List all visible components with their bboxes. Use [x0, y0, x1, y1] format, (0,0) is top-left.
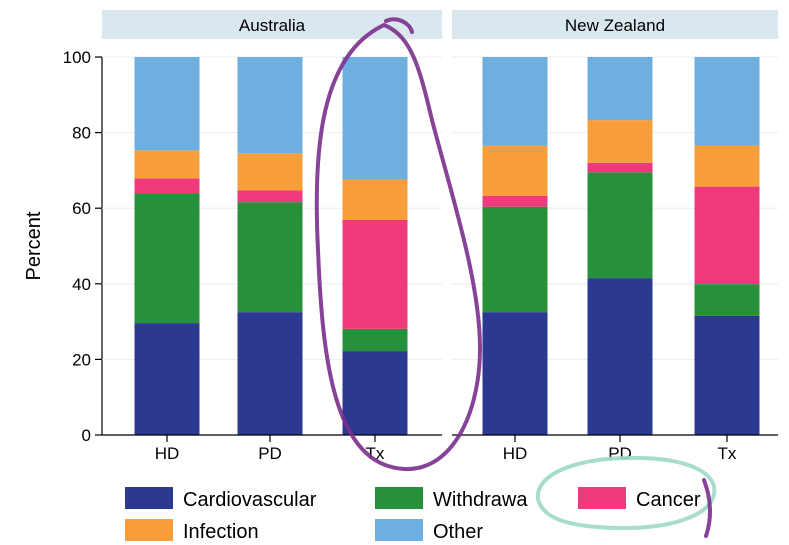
y-axis-label: Percent: [23, 211, 45, 280]
legend-swatch: [125, 519, 173, 541]
legend-swatch: [578, 487, 626, 509]
bar-segment-withdrawal: [237, 202, 303, 313]
panel-title: New Zealand: [565, 16, 665, 35]
bar-segment-withdrawal: [134, 193, 200, 324]
bar-segment-other: [134, 57, 200, 151]
panels-layer: 0 20 40 60 80 100 Percent Australia HD PD Tx New Ze…: [23, 10, 778, 463]
legend-item: Other: [375, 519, 483, 543]
bar-segment-cancer: [482, 195, 548, 207]
legend-label: Cancer: [636, 489, 701, 511]
legend-swatch: [125, 487, 173, 509]
bar-segment-infection: [694, 145, 760, 187]
legend-swatch: [375, 519, 423, 541]
bar-segment-cancer: [134, 178, 200, 194]
legend-item: Withdrawa: [375, 487, 528, 511]
y-tick-label: 100: [63, 48, 91, 67]
bar-segment-cardiovascular: [694, 315, 760, 435]
bar-segment-cancer: [587, 162, 653, 173]
panel-title: Australia: [239, 16, 306, 35]
legend-swatch: [375, 487, 423, 509]
y-tick-label: 80: [72, 124, 91, 143]
bar-segment-other: [694, 57, 760, 146]
bar-segment-withdrawal: [482, 206, 548, 313]
legend-item: Cancer: [578, 487, 701, 511]
x-tick-label: Tx: [718, 444, 737, 463]
bar-segment-withdrawal: [587, 172, 653, 279]
bar-segment-cancer: [237, 190, 303, 203]
x-tick-label: PD: [258, 444, 282, 463]
bar-segment-other: [587, 57, 653, 121]
bar-segment-other: [482, 57, 548, 146]
bar-segment-cardiovascular: [482, 312, 548, 435]
bar-segment-other: [237, 57, 303, 154]
legend-item: Cardiovascular: [125, 487, 317, 511]
bar-segment-withdrawal: [694, 284, 760, 316]
bar-segment-withdrawal: [342, 328, 408, 352]
legend-label: Infection: [183, 521, 259, 543]
legend-label: Other: [433, 521, 483, 543]
purple-circle-annotation: [314, 23, 483, 472]
purple-circle-annotation-inner: [384, 17, 414, 34]
x-tick-label: HD: [155, 444, 180, 463]
handwritten-annotations: [314, 17, 717, 538]
bar-segment-other: [342, 57, 408, 180]
bar-segment-infection: [134, 150, 200, 179]
bar-segment-cardiovascular: [342, 351, 408, 435]
y-tick-label: 0: [82, 426, 91, 445]
legend: Cardiovascular Withdrawa Cancer Infection Ot…: [125, 487, 701, 543]
y-tick-label: 20: [72, 350, 91, 369]
bar-segment-cardiovascular: [134, 323, 200, 435]
legend-item: Infection: [125, 519, 259, 543]
bar-segment-cancer: [342, 219, 408, 329]
y-tick-label: 60: [72, 199, 91, 218]
panel-header: [452, 10, 778, 39]
teal-circle-annotation: [535, 455, 717, 531]
purple-tail-annotation: [702, 478, 713, 538]
bar-segment-infection: [587, 120, 653, 163]
legend-label: Cardiovascular: [183, 489, 317, 511]
bar-segment-cardiovascular: [237, 312, 303, 435]
legend-label: Withdrawa: [433, 489, 528, 511]
bar-segment-infection: [482, 145, 548, 196]
bar-segment-infection: [237, 153, 303, 191]
x-tick-label: HD: [503, 444, 528, 463]
bar-segment-infection: [342, 179, 408, 220]
y-axis: 0 20 40 60 80 100 Percent: [23, 48, 103, 445]
bar-segment-cancer: [694, 186, 760, 285]
y-tick-label: 40: [72, 275, 91, 294]
bar-segment-cardiovascular: [587, 278, 653, 435]
